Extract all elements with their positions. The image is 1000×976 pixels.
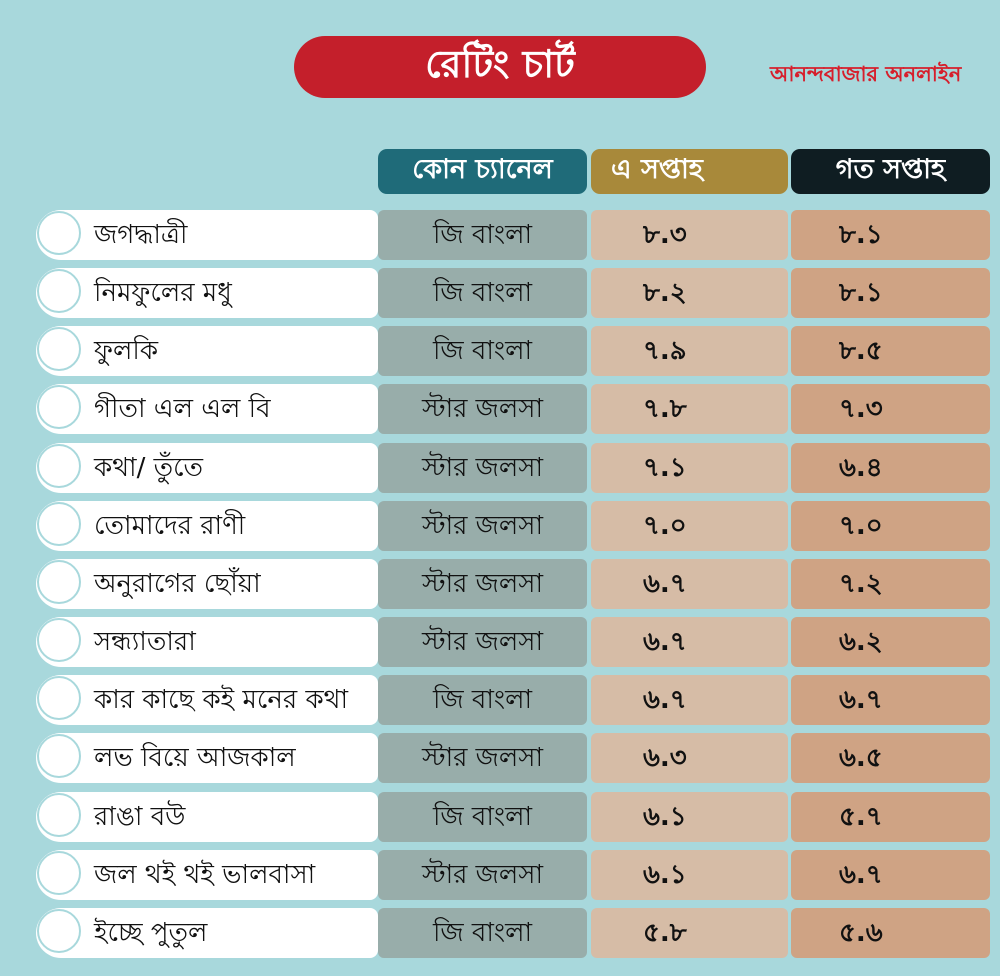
header-this-week: এ সপ্তাহ [591,149,788,194]
channel-cell: জি বাংলা [378,326,587,376]
header-channel: কোন চ্যানেল [378,149,587,194]
bullet-circle-icon [37,618,81,662]
channel-cell: স্টার জলসা [378,443,587,493]
bullet-circle-icon [37,734,81,778]
table-row: জল থই থই ভালবাসা স্টার জলসা ৬.১ ৬.৭ [0,850,1000,900]
channel-cell: স্টার জলসা [378,384,587,434]
last-week-rating: ৮.১ [791,268,990,318]
show-cell: জল থই থই ভালবাসা [36,850,378,900]
this-week-rating: ৮.৩ [591,210,788,260]
show-name: গীতা এল এল বি [94,394,271,424]
show-name: জগদ্ধাত্রী [94,220,188,250]
this-week-rating: ৬.১ [591,792,788,842]
show-cell: তোমাদের রাণী [36,501,378,551]
bullet-circle-icon [37,385,81,429]
show-name: রাঙা বউ [94,802,186,832]
show-cell: লভ বিয়ে আজকাল [36,733,378,783]
this-week-rating: ৭.৯ [591,326,788,376]
channel-cell: জি বাংলা [378,675,587,725]
channel-cell: জি বাংলা [378,908,587,958]
table-row: কথা/ তুঁতে স্টার জলসা ৭.১ ৬.৪ [0,443,1000,493]
this-week-rating: ৬.৭ [591,559,788,609]
show-name: ফুলকি [94,336,159,366]
show-name: জল থই থই ভালবাসা [94,860,316,890]
this-week-rating: ৬.৭ [591,617,788,667]
show-name: কার কাছে কই মনের কথা [94,685,349,715]
bullet-circle-icon [37,502,81,546]
show-name: নিমফুলের মধু [94,278,232,308]
table-row: গীতা এল এল বি স্টার জলসা ৭.৮ ৭.৩ [0,384,1000,434]
show-name: কথা/ তুঁতে [94,453,204,483]
last-week-rating: ৭.২ [791,559,990,609]
last-week-rating: ৭.৩ [791,384,990,434]
bullet-circle-icon [37,560,81,604]
channel-cell: স্টার জলসা [378,733,587,783]
this-week-rating: ৭.১ [591,443,788,493]
this-week-rating: ৫.৮ [591,908,788,958]
brand-logo-text: আনন্দবাজার অনলাইন [770,62,962,86]
bullet-circle-icon [37,269,81,313]
show-name: ইচ্ছে পুতুল [94,918,208,948]
show-cell: অনুরাগের ছোঁয়া [36,559,378,609]
last-week-rating: ৬.৪ [791,443,990,493]
channel-cell: স্টার জলসা [378,617,587,667]
table-row: সন্ধ্যাতারা স্টার জলসা ৬.৭ ৬.২ [0,617,1000,667]
bullet-circle-icon [37,211,81,255]
show-name: অনুরাগের ছোঁয়া [94,569,261,599]
last-week-rating: ৮.৫ [791,326,990,376]
show-name: সন্ধ্যাতারা [94,627,196,657]
show-cell: ফুলকি [36,326,378,376]
this-week-rating: ৮.২ [591,268,788,318]
show-cell: কার কাছে কই মনের কথা [36,675,378,725]
show-cell: রাঙা বউ [36,792,378,842]
channel-cell: জি বাংলা [378,210,587,260]
last-week-rating: ৫.৭ [791,792,990,842]
last-week-rating: ৬.২ [791,617,990,667]
bullet-circle-icon [37,851,81,895]
this-week-rating: ৬.৩ [591,733,788,783]
this-week-rating: ৭.০ [591,501,788,551]
channel-cell: স্টার জলসা [378,559,587,609]
table-row: রাঙা বউ জি বাংলা ৬.১ ৫.৭ [0,792,1000,842]
table-row: তোমাদের রাণী স্টার জলসা ৭.০ ৭.০ [0,501,1000,551]
show-cell: সন্ধ্যাতারা [36,617,378,667]
last-week-rating: ৬.৭ [791,675,990,725]
table-row: জগদ্ধাত্রী জি বাংলা ৮.৩ ৮.১ [0,210,1000,260]
last-week-rating: ৬.৭ [791,850,990,900]
channel-cell: জি বাংলা [378,792,587,842]
this-week-rating: ৭.৮ [591,384,788,434]
table-row: ইচ্ছে পুতুল জি বাংলা ৫.৮ ৫.৬ [0,908,1000,958]
table-row: নিমফুলের মধু জি বাংলা ৮.২ ৮.১ [0,268,1000,318]
last-week-rating: ৮.১ [791,210,990,260]
channel-cell: জি বাংলা [378,268,587,318]
bullet-circle-icon [37,327,81,371]
show-cell: গীতা এল এল বি [36,384,378,434]
last-week-rating: ৭.০ [791,501,990,551]
table-row: অনুরাগের ছোঁয়া স্টার জলসা ৬.৭ ৭.২ [0,559,1000,609]
bullet-circle-icon [37,676,81,720]
table-row: লভ বিয়ে আজকাল স্টার জলসা ৬.৩ ৬.৫ [0,733,1000,783]
bullet-circle-icon [37,444,81,488]
show-name: তোমাদের রাণী [94,511,246,541]
table-row: ফুলকি জি বাংলা ৭.৯ ৮.৫ [0,326,1000,376]
channel-cell: স্টার জলসা [378,850,587,900]
show-cell: কথা/ তুঁতে [36,443,378,493]
bullet-circle-icon [37,793,81,837]
last-week-rating: ৬.৫ [791,733,990,783]
show-cell: ইচ্ছে পুতুল [36,908,378,958]
chart-title: রেটিং চার্ট [294,36,706,98]
channel-cell: স্টার জলসা [378,501,587,551]
bullet-circle-icon [37,909,81,953]
header-last-week: গত সপ্তাহ [791,149,990,194]
this-week-rating: ৬.৭ [591,675,788,725]
show-cell: জগদ্ধাত্রী [36,210,378,260]
show-name: লভ বিয়ে আজকাল [94,743,296,773]
show-cell: নিমফুলের মধু [36,268,378,318]
this-week-rating: ৬.১ [591,850,788,900]
table-row: কার কাছে কই মনের কথা জি বাংলা ৬.৭ ৬.৭ [0,675,1000,725]
last-week-rating: ৫.৬ [791,908,990,958]
